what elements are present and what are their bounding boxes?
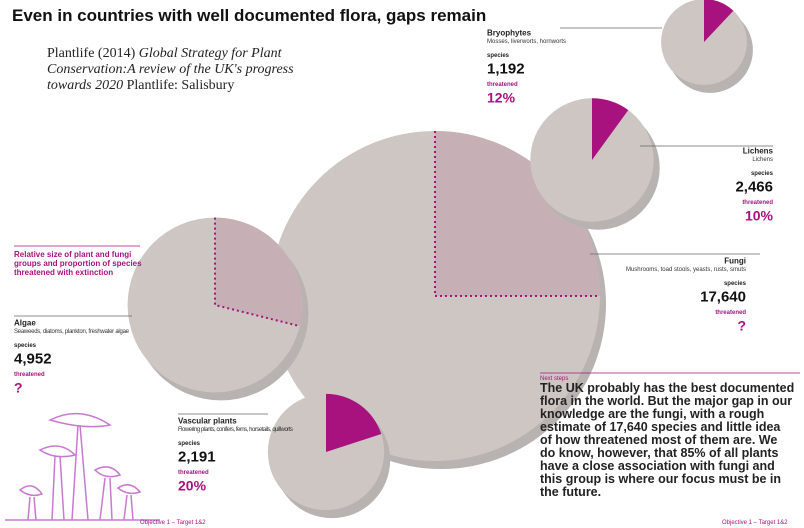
next-steps: Next steps The UK probably has the best … <box>540 376 795 499</box>
threatened-label: threatened <box>178 470 209 476</box>
unknown-wedge <box>435 131 600 296</box>
group-name: Fungi <box>724 257 746 266</box>
citation-author: Plantlife (2014) <box>47 46 136 61</box>
size-note: Relative size of plant and fungi groups … <box>14 250 142 277</box>
threatened-share: ? <box>14 379 23 395</box>
mushroom-illustration <box>5 412 160 521</box>
species-count: 17,640 <box>700 288 746 305</box>
group-name: Bryophytes <box>487 29 532 38</box>
citation-publisher: Plantlife: Salisbury <box>126 78 235 93</box>
threatened-wedge <box>704 0 734 42</box>
species-label: species <box>487 53 510 59</box>
group-name: Lichens <box>743 147 774 156</box>
threatened-share: 20% <box>178 477 207 493</box>
group-description: Flowering plants, conifers, ferns, horse… <box>178 427 293 433</box>
species-count: 2,191 <box>178 448 216 465</box>
species-label: species <box>178 441 201 447</box>
group-name: Algae <box>14 319 36 328</box>
citation-work: Global Strategy for Plant Conservation:A… <box>47 46 294 93</box>
next-steps-text: The UK probably has the best documented … <box>540 381 795 499</box>
species-count: 1,192 <box>487 60 525 77</box>
threatened-share: ? <box>737 317 746 333</box>
next-steps-label: Next steps <box>540 376 569 382</box>
footer: Objective 1 – Target 1&2 <box>140 520 206 526</box>
threatened-wedge <box>592 98 629 160</box>
threatened-label: threatened <box>14 372 45 378</box>
threatened-label: threatened <box>715 310 746 316</box>
footer: Objective 1 – Target 1&2 <box>722 520 788 526</box>
group-description: Mosses, liverworts, hornworts <box>487 39 566 45</box>
unknown-edge <box>434 131 600 297</box>
unknown-edge <box>214 217 301 328</box>
bubble <box>661 0 747 85</box>
title: Even in countries with well documented f… <box>12 6 487 25</box>
threatened-share: 12% <box>487 89 516 105</box>
species-label: species <box>724 281 747 287</box>
threatened-wedge <box>326 393 382 452</box>
unknown-wedge <box>215 217 303 327</box>
threatened-label: threatened <box>487 82 518 88</box>
threatened-label: threatened <box>742 200 773 206</box>
group-name: Vascular plants <box>178 417 237 426</box>
species-label: species <box>14 343 37 349</box>
citation: Plantlife (2014) Global Strategy for Pla… <box>47 46 317 94</box>
species-count: 4,952 <box>14 350 52 367</box>
species-count: 2,466 <box>735 178 773 195</box>
group-description: Lichens <box>752 157 773 163</box>
group-description: Mushrooms, toad stools, yeasts, rusts, s… <box>626 267 746 273</box>
species-label: species <box>751 171 774 177</box>
group-description: Seaweeds, diatoms, plankton, freshwater … <box>14 329 130 335</box>
threatened-share: 10% <box>745 207 774 223</box>
